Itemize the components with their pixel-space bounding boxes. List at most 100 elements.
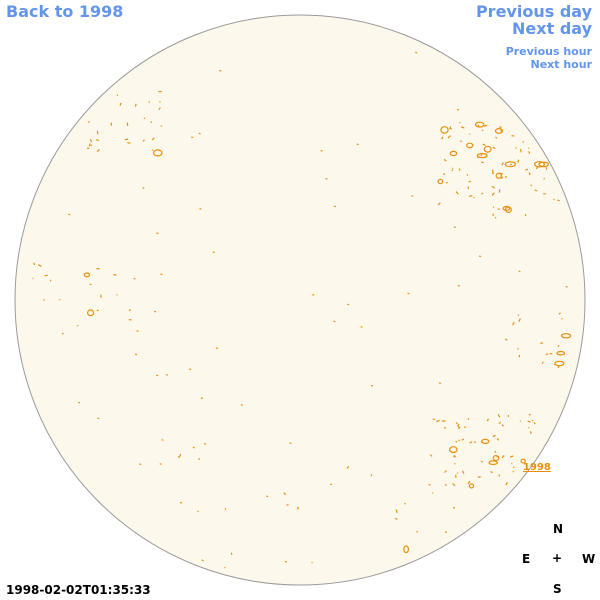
contour-speck	[160, 273, 163, 276]
next-day-link[interactable]: Next day	[512, 19, 592, 38]
contour-speck	[545, 167, 548, 170]
contour-speck	[444, 483, 447, 487]
contour-speck	[113, 273, 117, 276]
contour-speck	[177, 456, 180, 458]
contour-speck	[451, 167, 454, 170]
region-label-link[interactable]: 1998	[523, 462, 551, 473]
contour-loop	[437, 178, 444, 185]
contour-speck	[481, 129, 484, 132]
contour-speck	[491, 192, 495, 196]
contour-loop	[538, 161, 549, 168]
contour-speck	[486, 418, 490, 422]
contour-speck	[512, 470, 515, 473]
contour-speck	[312, 294, 315, 296]
contour-speck	[88, 143, 91, 147]
contour-speck	[466, 174, 469, 176]
solar-disk	[14, 14, 586, 586]
contour-speck	[286, 503, 289, 506]
contour-speck	[553, 198, 555, 201]
contour-speck	[481, 460, 483, 463]
contour-speck	[311, 561, 313, 564]
contour-speck	[490, 470, 493, 474]
contour-speck	[460, 126, 465, 129]
contour-speck	[491, 172, 495, 175]
contour-speck	[116, 294, 118, 296]
contour-speck	[468, 133, 471, 135]
contour-speck	[469, 441, 473, 444]
contour-speck	[428, 483, 431, 486]
contour-loop	[492, 455, 500, 462]
contour-speck	[534, 189, 538, 192]
contour-speck	[484, 124, 488, 127]
contour-speck	[415, 51, 418, 54]
contour-speck	[453, 226, 456, 228]
contour-speck	[528, 413, 531, 416]
compass-north: N	[553, 522, 564, 536]
contour-speck	[492, 434, 496, 438]
contour-speck	[161, 439, 164, 441]
contour-speck	[496, 438, 500, 441]
contour-speck	[49, 279, 52, 282]
contour-speck	[68, 213, 71, 216]
contour-speck	[505, 482, 508, 486]
contour-speck	[370, 474, 373, 477]
contour-speck	[461, 438, 465, 441]
contour-speck	[501, 424, 505, 427]
contour-speck	[61, 332, 64, 335]
contour-speck	[158, 107, 161, 111]
contour-speck	[156, 232, 159, 235]
contour-speck	[100, 294, 102, 296]
contour-speck	[38, 264, 42, 267]
contour-speck	[518, 270, 521, 273]
contour-speck	[529, 431, 532, 434]
back-to-year-link[interactable]: Back to 1998	[6, 2, 124, 21]
contour-loop	[560, 333, 572, 339]
contour-speck	[504, 338, 508, 341]
contour-speck	[436, 420, 439, 423]
contour-speck	[89, 139, 93, 143]
contour-speck	[191, 136, 194, 139]
contour-speck	[197, 510, 199, 513]
contour-speck	[473, 441, 476, 443]
contour-speck	[451, 169, 454, 172]
contour-speck	[449, 126, 452, 130]
contour-speck	[455, 440, 458, 443]
contour-speck	[455, 191, 459, 195]
contour-speck	[284, 560, 288, 563]
previous-hour-link[interactable]: Previous hour	[505, 45, 592, 58]
contour-speck	[119, 102, 122, 106]
contour-speck	[142, 187, 145, 189]
contour-speck	[447, 135, 451, 139]
contour-speck	[458, 439, 461, 442]
contour-speck	[58, 298, 61, 301]
contour-speck	[528, 151, 531, 154]
contour-speck	[156, 374, 159, 377]
contour-loop	[494, 127, 504, 134]
contour-speck	[457, 284, 460, 287]
contour-speck	[438, 382, 441, 385]
contour-speck	[495, 136, 498, 139]
contour-speck	[511, 462, 513, 465]
contour-loop	[449, 150, 458, 157]
contour-speck	[133, 277, 136, 280]
contour-speck	[452, 506, 456, 509]
contour-speck	[76, 324, 79, 327]
contour-speck	[512, 321, 515, 326]
contour-loop	[86, 309, 95, 317]
contour-speck	[96, 139, 100, 142]
contour-speck	[201, 559, 204, 562]
contour-speck	[407, 292, 410, 295]
contour-speck	[468, 195, 473, 197]
contour-speck	[517, 314, 520, 316]
contour-speck	[333, 320, 336, 323]
contour-loop	[440, 126, 449, 134]
next-hour-link[interactable]: Next hour	[530, 58, 593, 71]
contour-loop	[504, 161, 516, 168]
previous-day-link[interactable]: Previous day	[475, 2, 592, 21]
contour-speck	[395, 509, 398, 514]
contour-speck	[204, 442, 207, 445]
contour-loop	[448, 446, 458, 454]
contour-speck	[477, 155, 480, 159]
contour-speck	[325, 177, 328, 180]
contour-speck	[565, 285, 568, 288]
